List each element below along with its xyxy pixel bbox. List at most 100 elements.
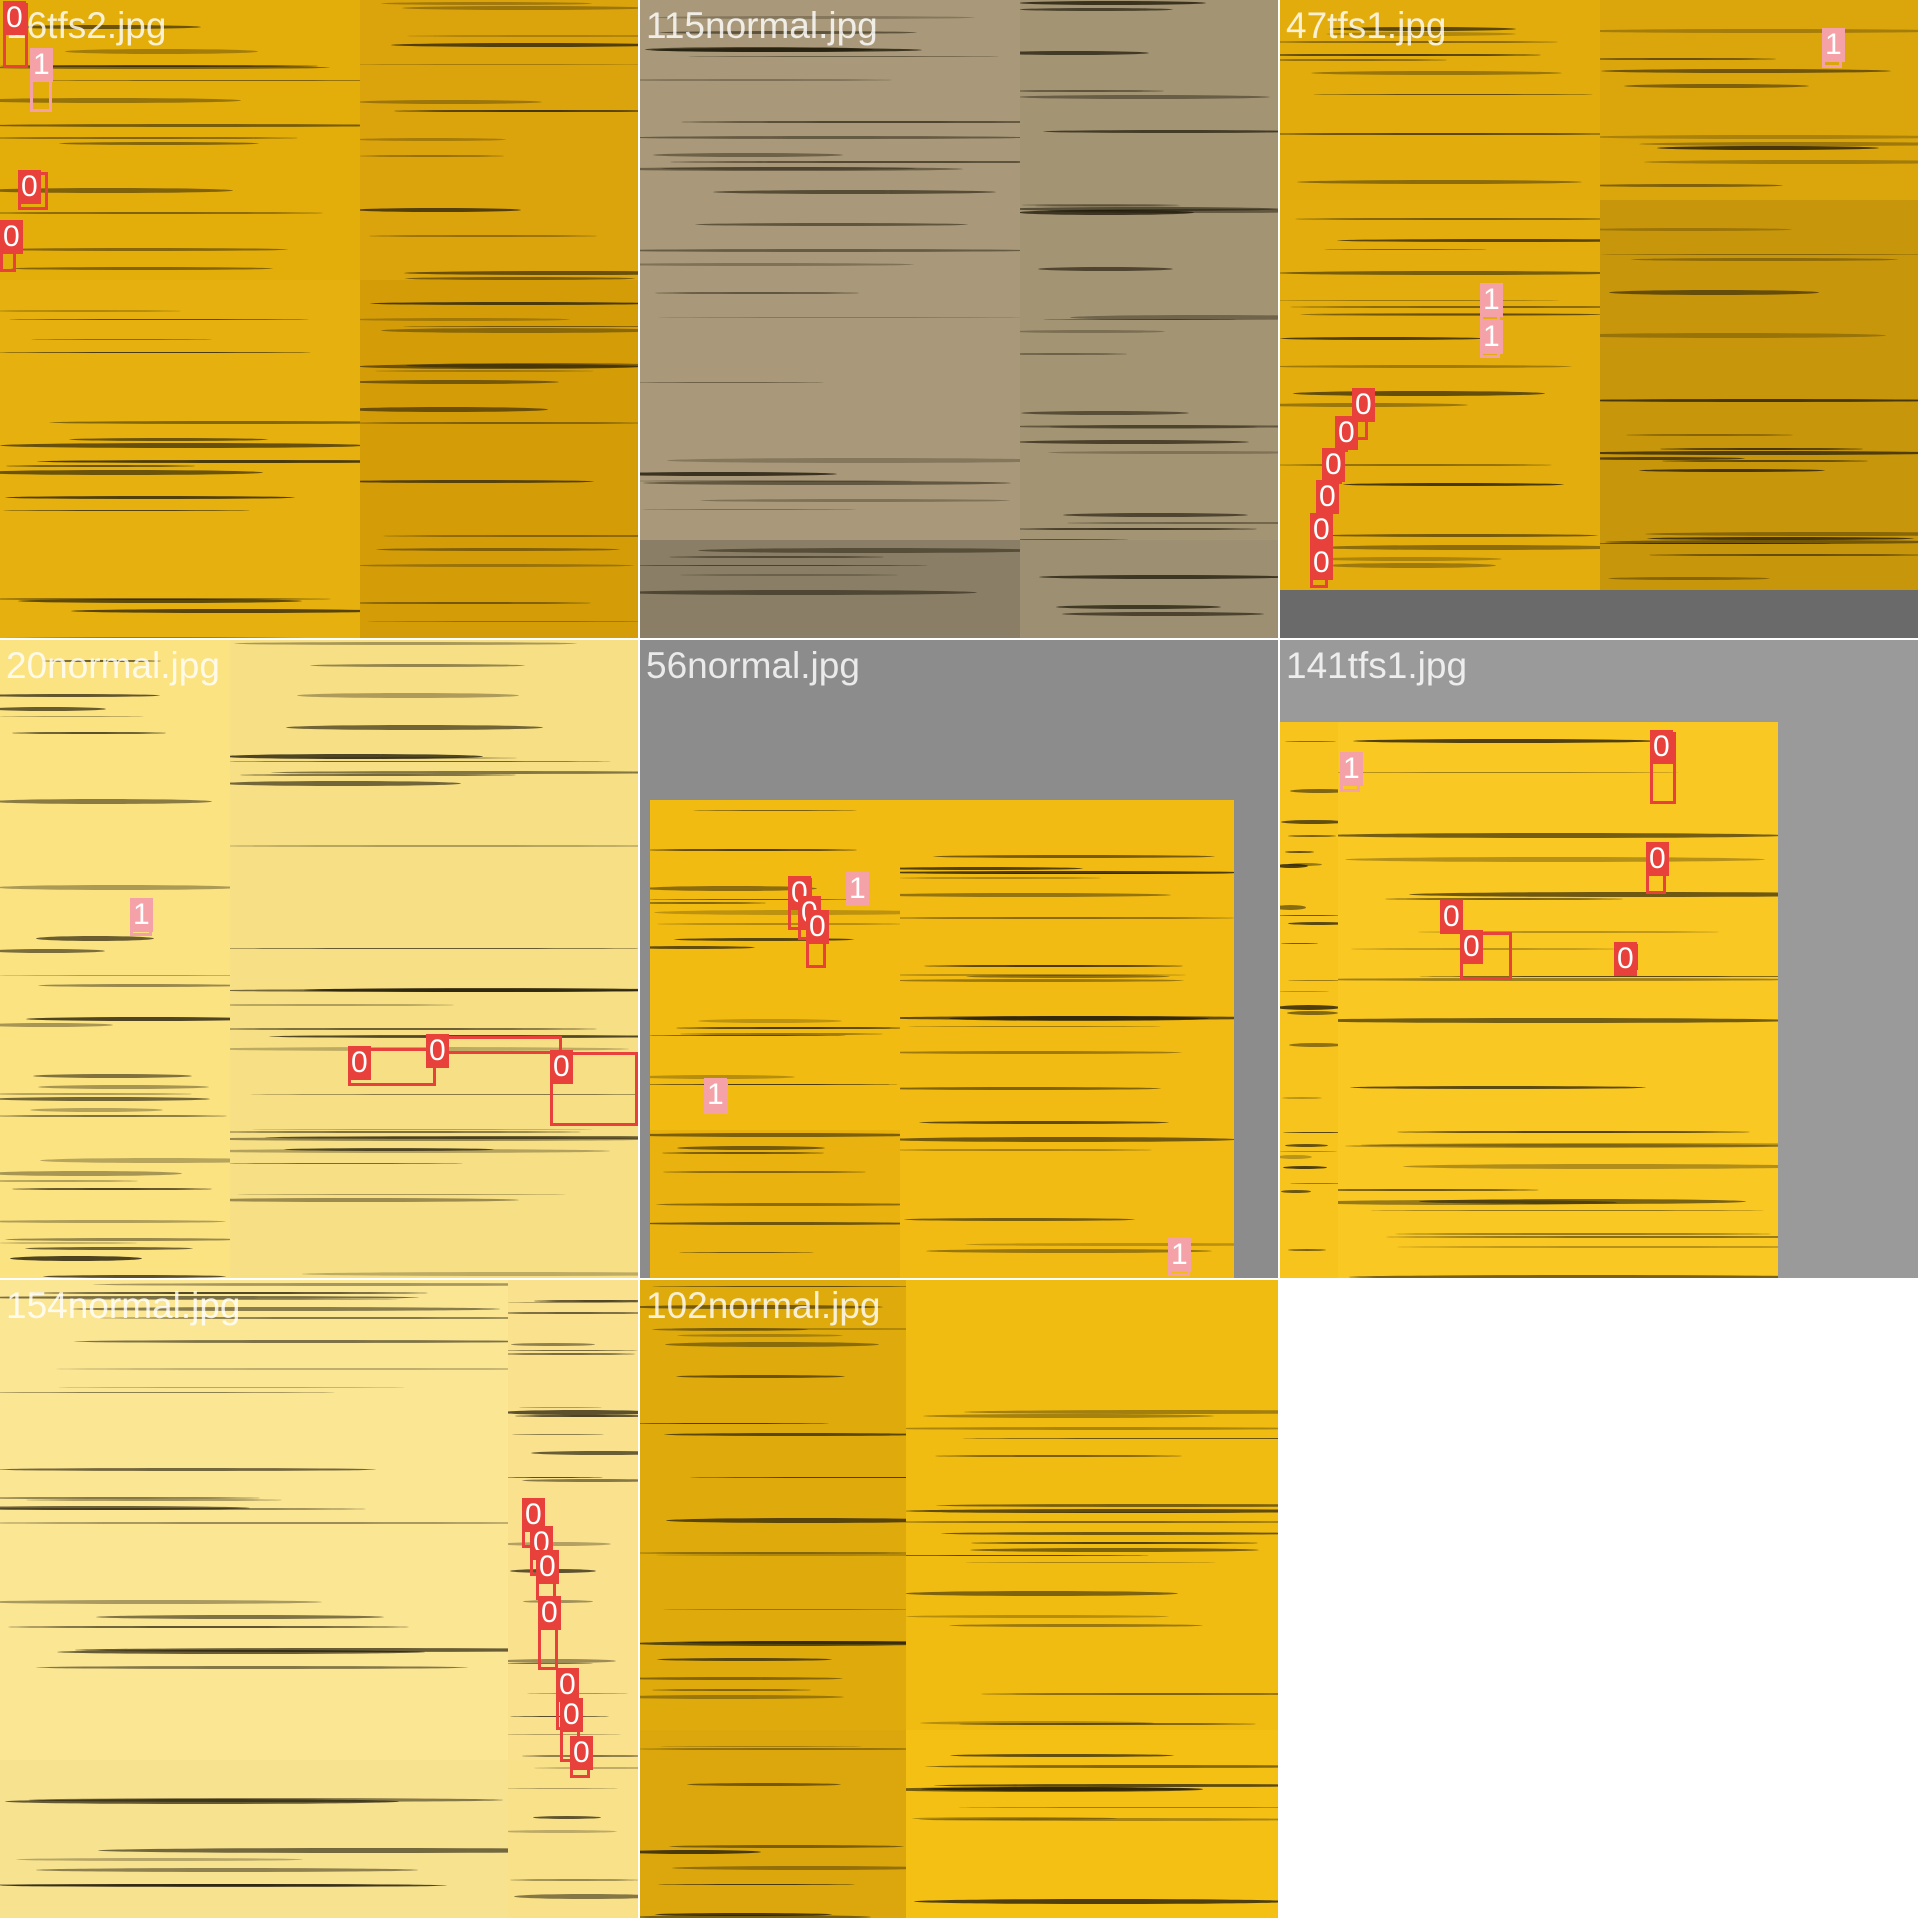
image-tile[interactable]: 102normal.jpg [640,1280,1278,1918]
texture-streak [680,573,899,576]
texture-streak [508,1830,617,1834]
texture-streak [69,438,269,442]
texture-streak [935,1454,1182,1457]
image-filename: 154normal.jpg [6,1285,241,1326]
image-tile[interactable]: 56normal.jpg000111 [640,640,1278,1278]
image-tile[interactable]: 154normal.jpg 0 0 0 0 0 0 0 [0,1280,638,1918]
texture-streak [0,597,332,600]
texture-streak [1020,425,1278,429]
texture-streak [1020,440,1250,445]
texture-streak [65,49,259,55]
detection-class-label: 1 [1480,283,1503,317]
texture-streak [508,1733,621,1735]
texture-streak [1317,544,1600,550]
texture-streak [25,1017,230,1022]
texture-streak [0,1115,227,1118]
texture-streak [26,1498,282,1501]
texture-streak [652,1328,809,1332]
texture-streak [1062,612,1265,617]
texture-streak [360,208,521,213]
texture-streak [906,1590,1179,1596]
texture-streak [376,547,620,551]
texture-streak [1282,1132,1338,1134]
texture-streak [664,1432,906,1436]
texture-streak [1417,930,1719,933]
texture-streak [677,1333,843,1337]
detection-class-label: 0 [538,1596,561,1630]
texture-streak [1020,539,1129,540]
texture-streak [640,1552,906,1555]
texture-streak [360,480,594,484]
texture-streak [912,1817,1118,1821]
texture-streak [687,1783,841,1787]
texture-streak [713,189,996,194]
image-patch [1600,0,1918,200]
image-tile[interactable]: 20normal.jpg 1 0 0 0 [0,640,638,1278]
texture-streak [1020,207,1278,212]
texture-streak [12,731,167,734]
image-patch [0,640,230,1278]
texture-streak [963,1409,1278,1414]
texture-streak [7,1625,409,1628]
image-patch [1600,200,1918,590]
texture-streak [908,1025,1161,1027]
image-filename: 141tfs1.jpg [1286,645,1468,686]
detection-class-label: 1 [1480,320,1503,354]
texture-streak [1338,1018,1778,1024]
texture-streak [1311,71,1562,76]
texture-streak [1280,463,1553,466]
image-tile[interactable]: 16tfs2.jpg 0 1 0 0 [0,0,638,638]
texture-streak [508,1353,636,1356]
texture-streak [1280,364,1572,368]
texture-streak [1600,227,1793,231]
texture-streak [650,1132,900,1137]
texture-streak [1290,306,1600,309]
texture-streak [230,761,613,763]
image-tile[interactable]: 47tfs1.jpg 1 1 1 0 0 0 0 0 0 [1280,0,1918,638]
texture-streak [0,1392,335,1394]
texture-streak [1600,398,1918,402]
texture-streak [0,1093,192,1096]
texture-streak [1336,238,1600,242]
texture-streak [74,1339,508,1343]
texture-streak [1352,738,1657,743]
texture-streak [650,901,766,904]
texture-streak [1338,772,1680,774]
texture-streak [650,1075,795,1080]
texture-streak [1020,329,1166,333]
texture-streak [1648,554,1918,557]
texture-streak [900,1149,1153,1152]
texture-streak [508,1302,638,1304]
detection-class-label: 0 [3,1,26,35]
texture-streak [1280,300,1561,302]
texture-streak [1280,819,1338,824]
texture-streak [656,1657,833,1661]
detection-class-label: 0 [522,1498,545,1532]
texture-streak [1324,534,1598,538]
texture-streak [650,848,858,851]
texture-streak [390,43,638,48]
texture-streak [534,1300,638,1303]
texture-streak [1020,528,1257,531]
texture-streak [234,641,578,645]
texture-streak [653,153,844,158]
texture-streak [37,459,360,463]
texture-streak [1600,135,1918,140]
texture-streak [640,1747,906,1750]
texture-streak [0,1599,323,1604]
texture-streak [35,79,360,81]
texture-streak [1338,1189,1540,1192]
texture-streak [56,1367,508,1370]
texture-streak [1047,451,1278,455]
texture-streak [1361,1143,1778,1148]
texture-streak [10,1255,143,1261]
texture-streak [40,1157,230,1163]
image-tile[interactable]: 115normal.jpg [640,0,1278,638]
texture-streak [640,1915,871,1918]
image-patch [906,1280,1278,1730]
texture-streak [405,277,635,280]
image-filename: 20normal.jpg [6,645,220,686]
texture-streak [1660,447,1863,450]
detection-box [550,1052,638,1126]
image-tile[interactable]: 141tfs1.jpg 1 0 0 0 0 0 [1280,640,1918,1278]
